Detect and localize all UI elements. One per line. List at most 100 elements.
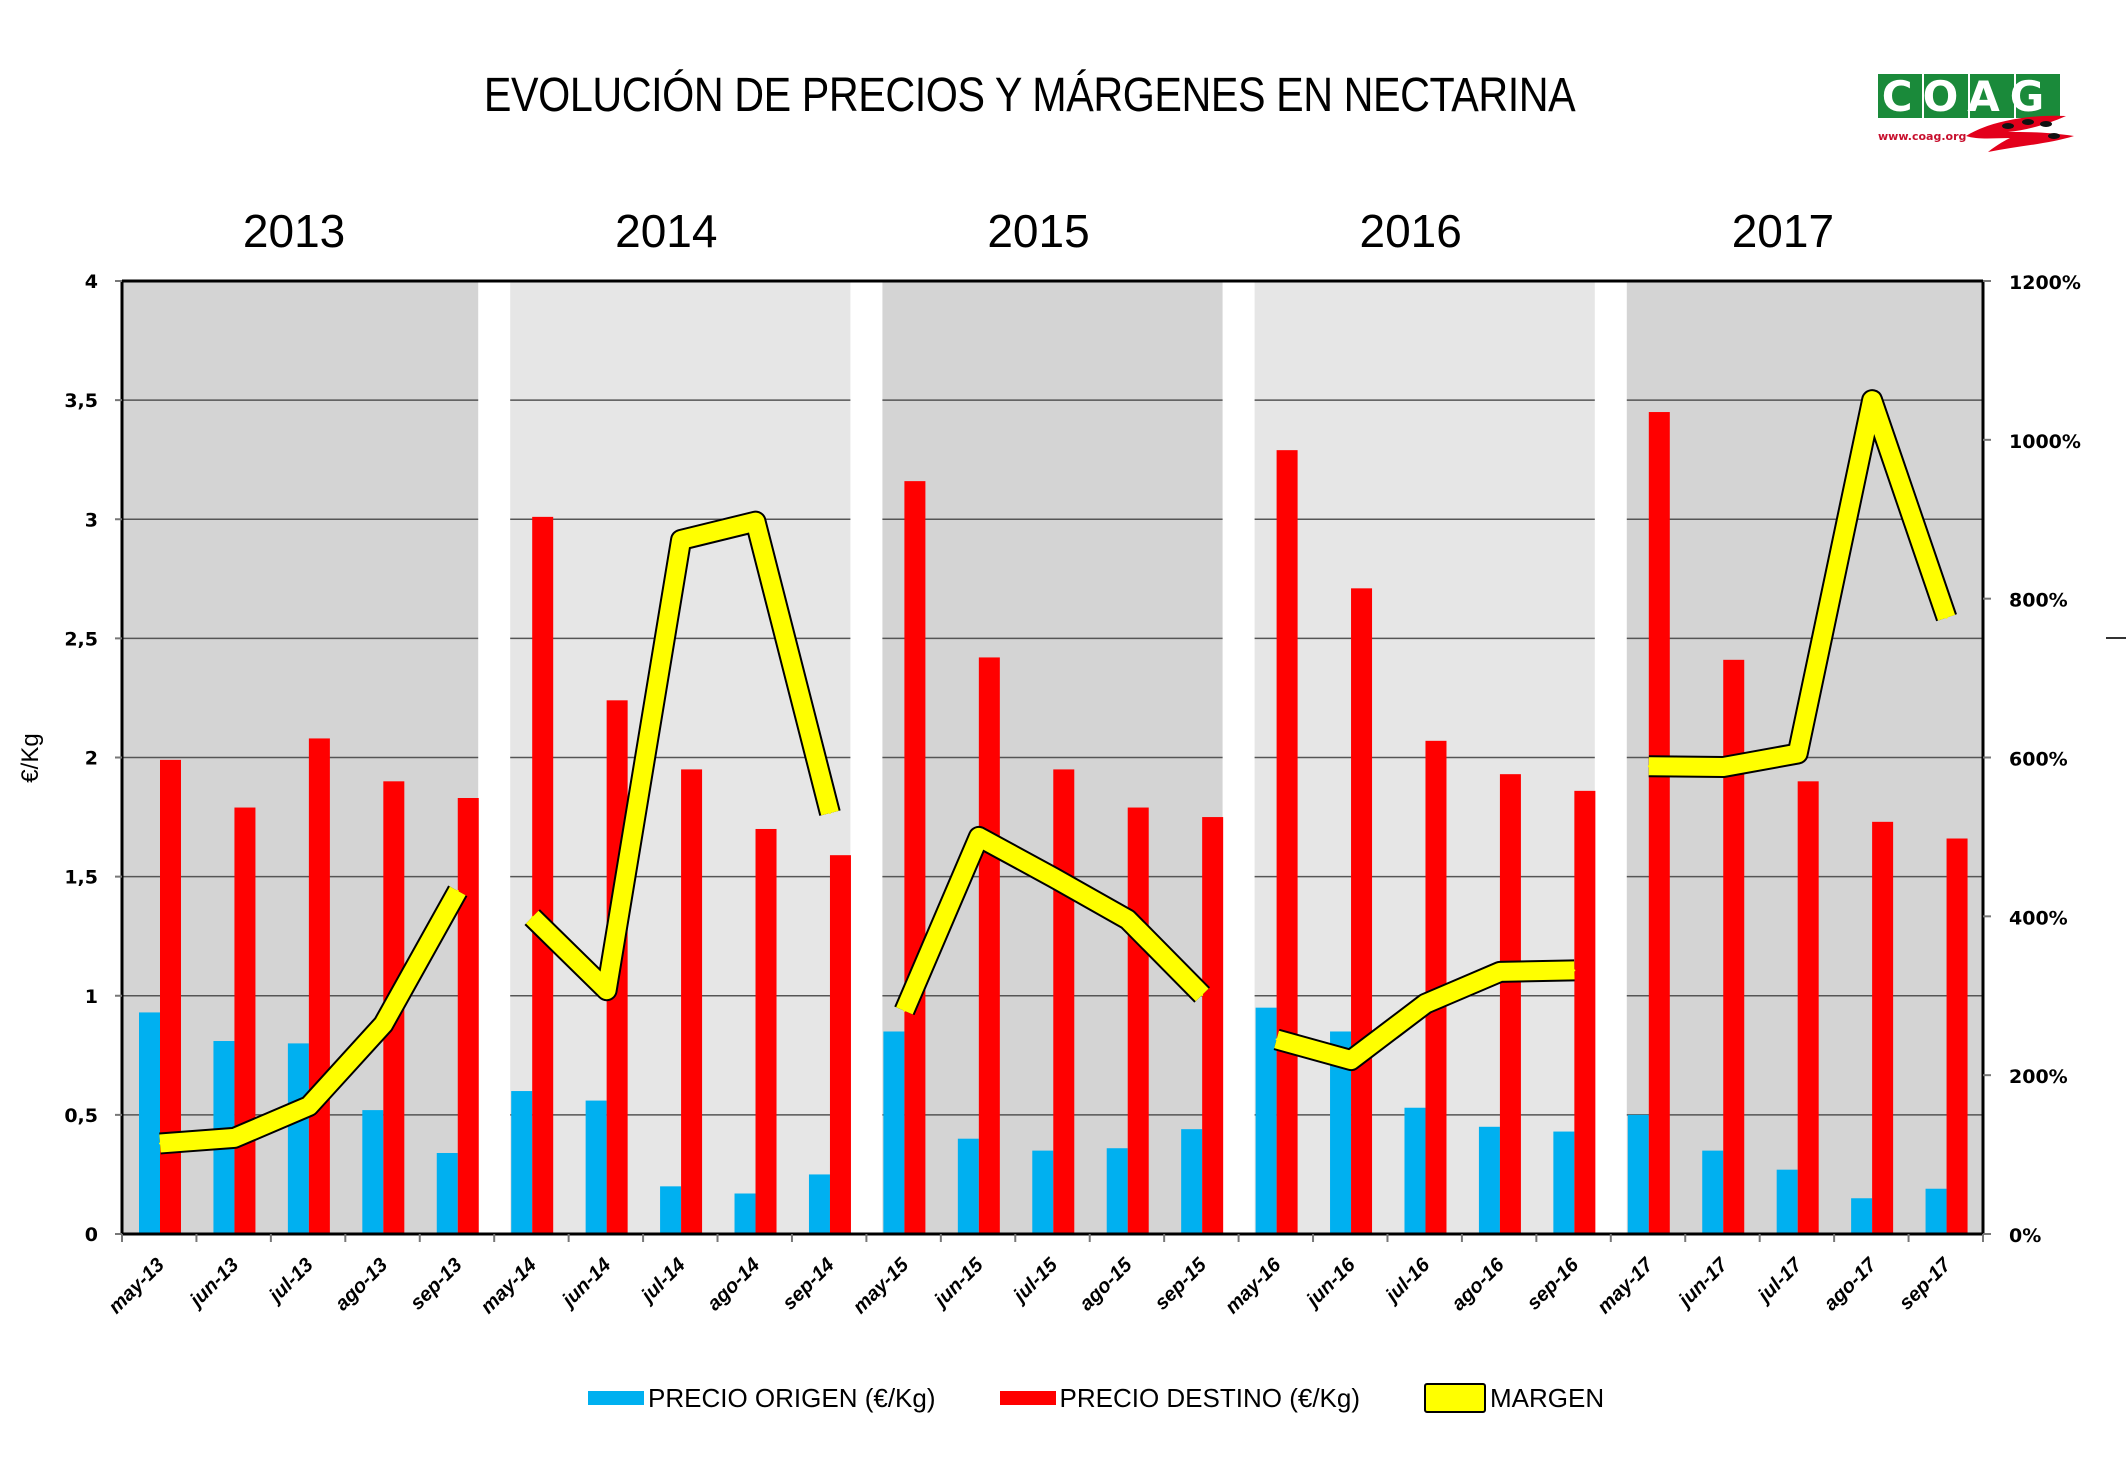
x-tick-label: jun-17: [1673, 1253, 1733, 1313]
bar-precio-origen-ago-14: [734, 1193, 756, 1234]
bar-precio-origen-may-16: [1255, 1007, 1277, 1234]
bar-precio-origen-sep-17: [1925, 1188, 1947, 1234]
x-tick-label: sep-14: [778, 1254, 838, 1314]
margin-point-jun-17: [1722, 766, 1725, 769]
legend-label: PRECIO DESTINO (€/Kg): [1059, 1382, 1361, 1413]
margin-point-may-15: [903, 1009, 906, 1012]
bar-precio-destino-sep-14: [829, 855, 851, 1234]
y-axis-title: €/Kg: [17, 733, 44, 782]
margin-point-jul-14: [680, 538, 683, 541]
bar-precio-origen-sep-13: [436, 1152, 458, 1234]
x-tick-label: ago-17: [1820, 1253, 1882, 1315]
x-tick-label: may-14: [477, 1254, 541, 1318]
margin-point-jul-15: [1052, 876, 1055, 879]
bar-precio-destino-may-13: [160, 759, 181, 1234]
y-tick-label: 0,5: [64, 1105, 98, 1127]
margin-point-sep-14: [828, 812, 831, 815]
y-right-tick-label: 0%: [2009, 1225, 2041, 1247]
year-label-2016: 2016: [1360, 205, 1462, 257]
x-tick-label: sep-15: [1151, 1253, 1212, 1314]
y-right-tick-label: 1000%: [2009, 431, 2081, 453]
bar-precio-destino-sep-17: [1946, 838, 1968, 1234]
bar-precio-origen-jun-16: [1330, 1031, 1352, 1234]
x-tick-label: jun-16: [1300, 1253, 1360, 1313]
year-label-2014: 2014: [615, 205, 717, 257]
bar-precio-destino-may-16: [1276, 450, 1298, 1235]
bar-precio-origen-jul-17: [1776, 1169, 1798, 1234]
x-tick-label: jul-14: [635, 1254, 690, 1309]
left-axis-labels: 0 0,5 1 1,5 2 2,5 3 3,5 4: [64, 271, 98, 1246]
x-tick-label: may-16: [1221, 1253, 1286, 1318]
margin-point-ago-13: [382, 1023, 385, 1026]
bar-precio-origen-may-17: [1627, 1114, 1649, 1234]
y-right-tick-label: 400%: [2009, 907, 2068, 929]
year-labels: 2013 2014 2015 2016 2017: [243, 205, 1834, 257]
x-tick-label: jun-13: [184, 1254, 243, 1313]
y-right-tick-label: 800%: [2009, 590, 2068, 612]
legend-item-margen: MARGEN: [1424, 1383, 1604, 1414]
year-label-2015: 2015: [987, 205, 1089, 257]
x-tick-label: sep-16: [1523, 1253, 1584, 1314]
y-right-tick-label: 200%: [2009, 1066, 2068, 1088]
margin-point-may-16: [1275, 1038, 1278, 1041]
bar-precio-destino-jul-13: [308, 738, 330, 1234]
margin-point-sep-15: [1201, 993, 1204, 996]
legend: PRECIO ORIGEN (€/Kg) PRECIO DESTINO (€/K…: [588, 1378, 1668, 1418]
bar-precio-origen-jul-13: [287, 1043, 309, 1234]
legend-swatch-blue: [588, 1391, 644, 1405]
margin-point-ago-17: [1871, 399, 1874, 402]
bar-precio-origen-ago-17: [1851, 1198, 1873, 1234]
y-tick-label: 2: [85, 748, 98, 770]
x-tick-label: jun-15: [928, 1253, 988, 1313]
year-label-2017: 2017: [1732, 205, 1834, 257]
margin-point-jul-13: [307, 1105, 310, 1108]
y-tick-label: 4: [85, 271, 98, 293]
margin-point-jul-16: [1424, 1002, 1427, 1005]
bar-precio-origen-jun-14: [585, 1100, 607, 1234]
bar-precio-destino-ago-14: [755, 828, 777, 1234]
bar-precio-origen-sep-16: [1553, 1131, 1575, 1234]
x-tick-label: sep-17: [1895, 1253, 1956, 1314]
y-tick-label: 2,5: [64, 628, 98, 650]
legend-swatch-yellow: [1424, 1383, 1486, 1413]
margin-point-may-17: [1647, 765, 1650, 768]
bar-precio-origen-may-15: [883, 1031, 905, 1234]
legend-swatch-red: [999, 1391, 1056, 1405]
bar-precio-destino-may-14: [532, 516, 554, 1234]
margin-point-sep-13: [456, 889, 459, 892]
bar-precio-destino-sep-16: [1574, 790, 1596, 1234]
bar-precio-origen-ago-16: [1478, 1126, 1500, 1234]
bar-precio-destino-may-15: [904, 481, 926, 1234]
bar-precio-destino-jun-15: [978, 657, 1000, 1234]
x-tick-label: ago-16: [1448, 1253, 1510, 1315]
margin-line: [159, 389, 1957, 1155]
bar-precio-origen-jun-17: [1702, 1150, 1724, 1234]
x-tick-label: may-15: [849, 1253, 914, 1318]
y-right-tick-label: 1200%: [2009, 272, 2081, 294]
legend-label: PRECIO ORIGEN (€/Kg): [648, 1382, 936, 1413]
margin-point-jun-14: [605, 989, 608, 992]
margin-point-jun-13: [233, 1136, 236, 1139]
edge-dash: [2106, 637, 2126, 639]
year-label-2013: 2013: [243, 205, 345, 257]
bar-precio-destino-jun-16: [1351, 588, 1373, 1234]
chart-title: EVOLUCIÓN DE PRECIOS Y MÁRGENES EN NECTA…: [483, 69, 1576, 122]
y-right-tick-label: 600%: [2009, 749, 2068, 771]
bar-precio-destino-jul-17: [1797, 781, 1819, 1234]
margin-point-sep-16: [1573, 969, 1576, 972]
bar-precio-origen-jul-14: [660, 1186, 682, 1234]
y-tick-label: 3: [85, 509, 98, 531]
bar-precio-destino-ago-17: [1872, 821, 1894, 1234]
x-tick-label: ago-14: [703, 1254, 764, 1315]
x-tick-label: jul-16: [1380, 1253, 1435, 1308]
x-tick-label: may-17: [1593, 1253, 1658, 1318]
margin-point-ago-16: [1498, 970, 1501, 973]
bar-precio-origen-may-13: [139, 1012, 160, 1234]
x-tick-label: jun-14: [556, 1254, 615, 1313]
logo-letter-boxes: [1878, 74, 2060, 118]
bar-precio-destino-may-17: [1648, 412, 1670, 1235]
bar-precio-destino-sep-13: [457, 798, 479, 1234]
logo-text: COAG: [1882, 74, 2054, 121]
y-tick-label: 3,5: [64, 390, 98, 412]
